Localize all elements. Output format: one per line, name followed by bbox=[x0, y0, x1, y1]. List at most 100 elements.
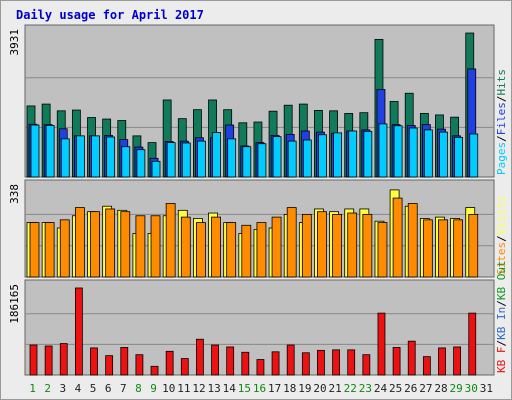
bar-kb-f bbox=[392, 347, 401, 376]
bar-pages bbox=[242, 146, 252, 178]
bar-kb-f bbox=[377, 312, 386, 376]
bar-pages bbox=[197, 140, 206, 178]
day-label: 14 bbox=[223, 382, 237, 395]
bar-sites bbox=[286, 207, 297, 278]
bar-kb-f bbox=[180, 358, 189, 376]
bar-sites bbox=[362, 213, 373, 278]
bar-pages bbox=[272, 136, 282, 178]
bar-pages bbox=[378, 123, 388, 178]
bar-pages bbox=[423, 129, 433, 178]
bar-kb-f bbox=[438, 347, 446, 376]
bar-pages bbox=[393, 125, 403, 178]
bar-sites bbox=[196, 222, 206, 278]
day-label: 8 bbox=[135, 382, 142, 395]
day-label: 19 bbox=[298, 382, 311, 395]
legend-entry: / bbox=[495, 340, 508, 347]
bar-kb-f bbox=[226, 346, 235, 376]
y-max-label: 3931 bbox=[8, 29, 21, 56]
legend-entry: Hits bbox=[495, 69, 508, 96]
day-label: 7 bbox=[120, 382, 127, 395]
legend-entry: KB Out bbox=[495, 260, 508, 300]
bar-sites bbox=[377, 222, 388, 278]
bar-sites bbox=[407, 203, 418, 278]
day-label: 17 bbox=[268, 382, 281, 395]
bar-kb-f bbox=[301, 352, 310, 376]
bar-kb-f bbox=[286, 344, 295, 376]
bar-sites bbox=[241, 224, 252, 278]
bar-sites bbox=[301, 213, 312, 278]
day-label: 10 bbox=[162, 382, 175, 395]
day-label: 3 bbox=[60, 382, 67, 395]
kbytes-panel: 186165 bbox=[8, 279, 495, 376]
bar-kb-f bbox=[135, 354, 144, 376]
day-label: 28 bbox=[434, 382, 447, 395]
day-label: 12 bbox=[192, 382, 205, 395]
bar-pages bbox=[166, 142, 176, 178]
legend-entry: / bbox=[495, 235, 508, 242]
bar-kb-f bbox=[211, 344, 219, 376]
bar-sites bbox=[211, 216, 221, 278]
bar-pages bbox=[302, 139, 312, 178]
bar-kb-f bbox=[453, 346, 462, 376]
bar-sites bbox=[332, 213, 342, 278]
bar-kb-f bbox=[332, 349, 340, 376]
day-label: 25 bbox=[389, 382, 402, 395]
bar-kb-f bbox=[468, 312, 477, 376]
bar-kb-f bbox=[362, 354, 371, 376]
bar-kb-f bbox=[422, 356, 431, 376]
day-label: 24 bbox=[374, 382, 388, 395]
bar-sites bbox=[468, 213, 479, 278]
legend-entry: Pages bbox=[495, 142, 508, 175]
legend: Pages/Files/Hits bbox=[495, 69, 508, 175]
bar-sites bbox=[438, 219, 448, 278]
day-label: 30 bbox=[465, 382, 478, 395]
bar-kb-f bbox=[44, 345, 53, 376]
legend-entry: / bbox=[495, 300, 508, 307]
bar-kb-f bbox=[317, 349, 325, 376]
bar-sites bbox=[120, 211, 131, 278]
hits-panel: 3931 bbox=[8, 24, 495, 178]
day-label: 20 bbox=[313, 382, 326, 395]
day-label: 1 bbox=[29, 382, 36, 395]
day-label: 5 bbox=[90, 382, 97, 395]
day-label: 9 bbox=[150, 382, 157, 395]
legend-entry: / bbox=[495, 135, 508, 142]
bar-sites bbox=[256, 222, 267, 278]
bar-sites bbox=[453, 219, 464, 278]
legend: KB F/KB In/KB Out bbox=[495, 260, 508, 373]
bar-kb-f bbox=[59, 343, 68, 376]
chart-title: Daily usage for April 2017 bbox=[16, 8, 204, 22]
bar-pages bbox=[75, 135, 85, 178]
bar-kb-f bbox=[407, 340, 416, 376]
bar-sites bbox=[90, 211, 100, 278]
day-label: 6 bbox=[105, 382, 112, 395]
bar-pages bbox=[408, 127, 418, 178]
bar-pages bbox=[333, 132, 342, 178]
day-label: 2 bbox=[44, 382, 51, 395]
bar-sites bbox=[317, 211, 327, 278]
bar-sites bbox=[422, 219, 433, 278]
y-max-label: 338 bbox=[8, 184, 21, 204]
bar-sites bbox=[44, 222, 55, 278]
bar-kb-f bbox=[347, 349, 356, 376]
day-label: 16 bbox=[253, 382, 266, 395]
bar-sites bbox=[59, 219, 70, 278]
bar-kb-f bbox=[74, 287, 83, 376]
day-label: 13 bbox=[207, 382, 220, 395]
bar-pages bbox=[287, 140, 297, 178]
legend-entry: KB In bbox=[495, 307, 508, 340]
bar-pages bbox=[60, 138, 70, 178]
day-label: 15 bbox=[238, 382, 251, 395]
bar-pages bbox=[106, 136, 116, 178]
bar-pages bbox=[212, 132, 221, 178]
legend-entry: Visits bbox=[495, 196, 508, 236]
bar-pages bbox=[469, 133, 479, 178]
bar-pages bbox=[136, 149, 146, 178]
bar-sites bbox=[392, 197, 403, 278]
bar-kb-f bbox=[196, 338, 204, 376]
bar-sites bbox=[150, 215, 161, 278]
day-label: 23 bbox=[359, 382, 372, 395]
day-label: 21 bbox=[329, 382, 342, 395]
bar-sites bbox=[180, 216, 191, 278]
